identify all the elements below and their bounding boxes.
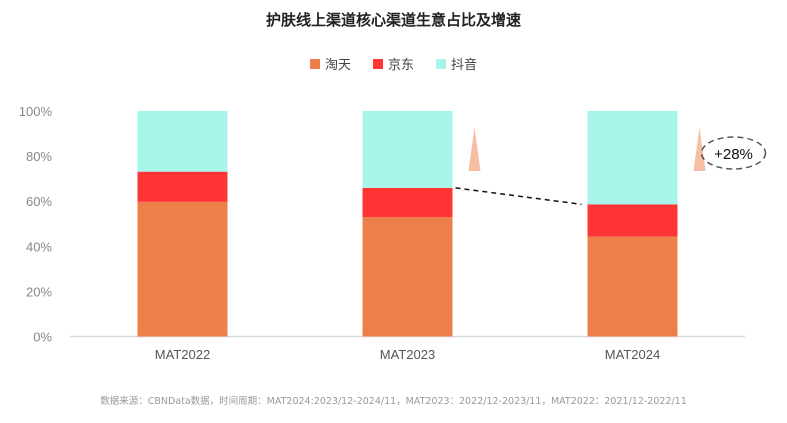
legend-item-taotian: 淘天: [309, 54, 351, 73]
bar-segment-MAT2024-2: [587, 111, 678, 205]
x-tick-label: MAT2022: [155, 347, 210, 362]
legend-label: 京东: [387, 58, 414, 73]
legend-swatch: [436, 58, 446, 69]
chart-title: 护肤线上渠道核心渠道生意占比及增速: [265, 11, 521, 29]
x-tick-label: MAT2023: [380, 347, 435, 362]
legend-item-jd: 京东: [372, 54, 414, 73]
y-tick-label: 60%: [26, 194, 52, 209]
bar-segment-MAT2023-1: [362, 187, 453, 218]
footnote: 数据来源：CBNData数据，时间周期：MAT2024:2023/12-2024…: [100, 396, 687, 407]
bar-segment-MAT2023-2: [362, 111, 453, 188]
legend-swatch: [372, 58, 383, 69]
bar-segment-MAT2024-1: [587, 204, 678, 237]
growth-arrow-icon: [693, 127, 706, 171]
bar-segment-MAT2022-0: [137, 201, 228, 337]
growth-annotation: +28%: [714, 146, 753, 163]
y-tick-label: 20%: [26, 284, 52, 299]
legend: 淘天 京东 抖音: [0, 54, 787, 73]
growth-arrow-icon: [468, 127, 481, 171]
legend-label: 抖音: [451, 58, 478, 73]
y-tick-label: 100%: [19, 104, 53, 119]
y-tick-label: 80%: [26, 149, 52, 164]
y-tick-label: 40%: [26, 239, 52, 254]
trend-dashed-line: [455, 187, 582, 206]
bar-segment-MAT2022-1: [137, 171, 228, 202]
legend-item-douyin: 抖音: [436, 54, 477, 73]
y-tick-label: 0%: [33, 330, 52, 345]
bar-segment-MAT2022-2: [137, 111, 228, 172]
bar-segment-MAT2023-0: [362, 217, 453, 337]
bar-segment-MAT2024-0: [587, 236, 678, 337]
x-tick-label: MAT2024: [605, 347, 660, 362]
legend-swatch: [309, 58, 320, 69]
annotation-ellipse: [700, 136, 767, 170]
legend-label: 淘天: [324, 58, 351, 73]
